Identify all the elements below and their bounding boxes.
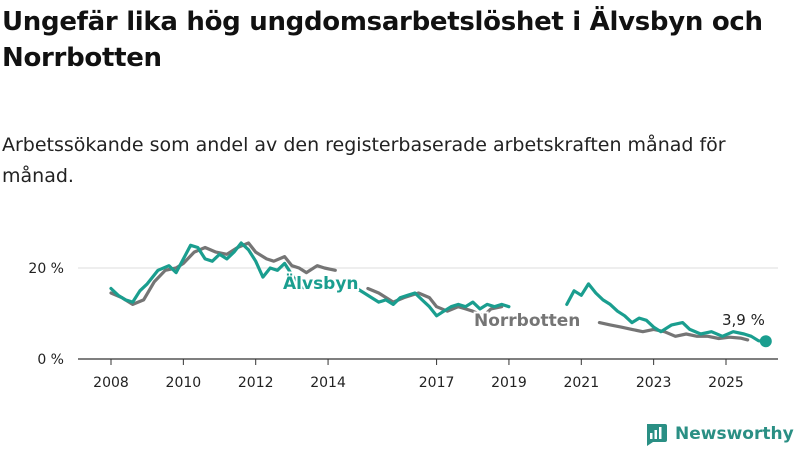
norrbotten-series-line (109, 241, 337, 306)
x-tick-label: 2010 (166, 375, 202, 391)
x-tick-label: 2023 (636, 375, 672, 391)
x-tick-label: 2008 (93, 375, 129, 391)
x-tick-label: 2021 (563, 375, 599, 391)
newsworthy-logo: Newsworthy (644, 420, 794, 448)
chart-title: Ungefär lika hög ungdomsarbetslöshet i Ä… (2, 7, 763, 73)
end-value-label: 3,9 % (722, 311, 765, 329)
x-tick-label: 2025 (708, 375, 744, 391)
alvsbyn-series-line (355, 286, 511, 318)
alvsbyn-series-line (565, 282, 768, 343)
end-point-marker (759, 335, 772, 348)
y-tick-label: 0 % (37, 352, 64, 368)
alvsbyn-series-line (109, 241, 316, 304)
y-tick-label: 20 % (28, 261, 64, 277)
newsworthy-logo-icon (647, 424, 667, 446)
x-tick-label: 2012 (238, 375, 274, 391)
brand-name: Newsworthy (675, 424, 794, 444)
norrbotten-series-line (597, 321, 750, 342)
x-tick-label: 2017 (419, 375, 455, 391)
chart-subtitle: Arbetssökande som andel av den registerb… (2, 134, 726, 187)
x-tick-label: 2019 (491, 375, 527, 391)
alvsbyn-series-label: Älvsbyn (283, 272, 359, 294)
norrbotten-series-label: Norrbotten (474, 311, 580, 331)
x-tick-label: 2014 (310, 375, 346, 391)
